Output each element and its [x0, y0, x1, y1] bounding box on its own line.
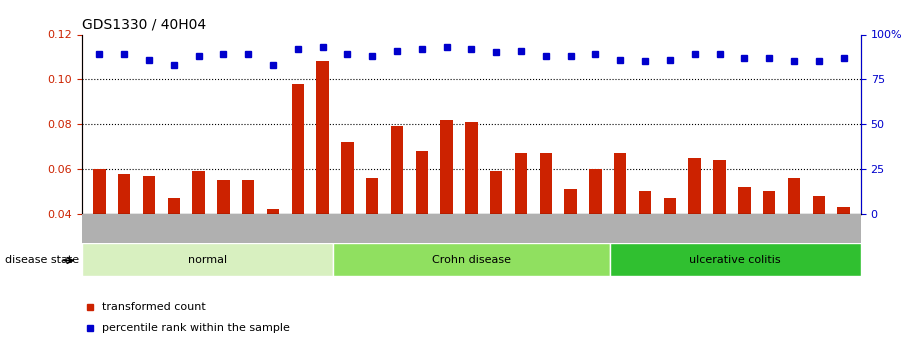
Bar — [490, 171, 503, 304]
Bar — [788, 178, 800, 304]
Bar — [713, 160, 726, 304]
Text: Crohn disease: Crohn disease — [432, 255, 511, 265]
Bar — [614, 153, 627, 304]
Bar — [292, 84, 304, 304]
Bar — [589, 169, 601, 304]
Bar — [837, 207, 850, 304]
Text: disease state: disease state — [5, 256, 78, 265]
FancyBboxPatch shape — [82, 214, 861, 243]
Bar — [93, 169, 106, 304]
Bar — [664, 198, 676, 304]
Bar — [342, 142, 353, 304]
Bar — [813, 196, 825, 304]
Bar — [515, 153, 527, 304]
Bar — [415, 151, 428, 304]
Bar — [316, 61, 329, 304]
Bar — [738, 187, 751, 304]
Bar — [440, 120, 453, 304]
Text: transformed count: transformed count — [102, 302, 206, 312]
Bar — [391, 126, 404, 304]
Text: percentile rank within the sample: percentile rank within the sample — [102, 323, 291, 333]
Bar — [689, 158, 701, 304]
Text: GDS1330 / 40H04: GDS1330 / 40H04 — [82, 18, 206, 32]
Bar — [539, 153, 552, 304]
Bar — [466, 122, 477, 304]
Bar — [118, 174, 130, 304]
FancyBboxPatch shape — [333, 243, 609, 276]
Bar — [267, 209, 279, 304]
Bar — [192, 171, 205, 304]
Bar — [168, 198, 180, 304]
Bar — [763, 191, 775, 304]
Bar — [242, 180, 254, 304]
Bar — [639, 191, 651, 304]
Bar — [565, 189, 577, 304]
Text: ulcerative colitis: ulcerative colitis — [690, 255, 781, 265]
Text: normal: normal — [188, 255, 227, 265]
FancyBboxPatch shape — [609, 243, 861, 276]
Bar — [366, 178, 378, 304]
Bar — [217, 180, 230, 304]
Bar — [143, 176, 155, 304]
FancyBboxPatch shape — [82, 243, 333, 276]
